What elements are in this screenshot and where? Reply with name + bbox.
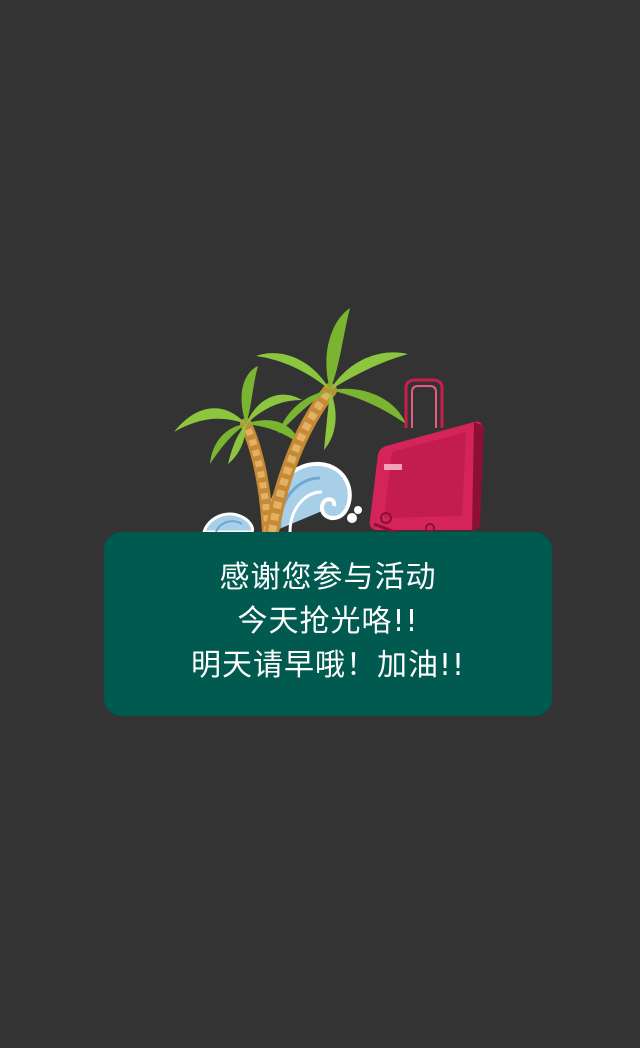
message-card: 感谢您参与活动 今天抢光咯!! 明天请早哦！加油!! [104,532,552,716]
palm-tree-icon [256,308,408,539]
sold-out-message: 今天抢光咯!! [237,604,419,639]
thanks-message: 感谢您参与活动 [219,560,437,595]
luggage-handle-icon [404,378,444,428]
beach-travel-illustration [160,296,500,546]
laptop-icon [369,421,484,536]
come-early-message: 明天请早哦！加油!! [190,648,466,683]
